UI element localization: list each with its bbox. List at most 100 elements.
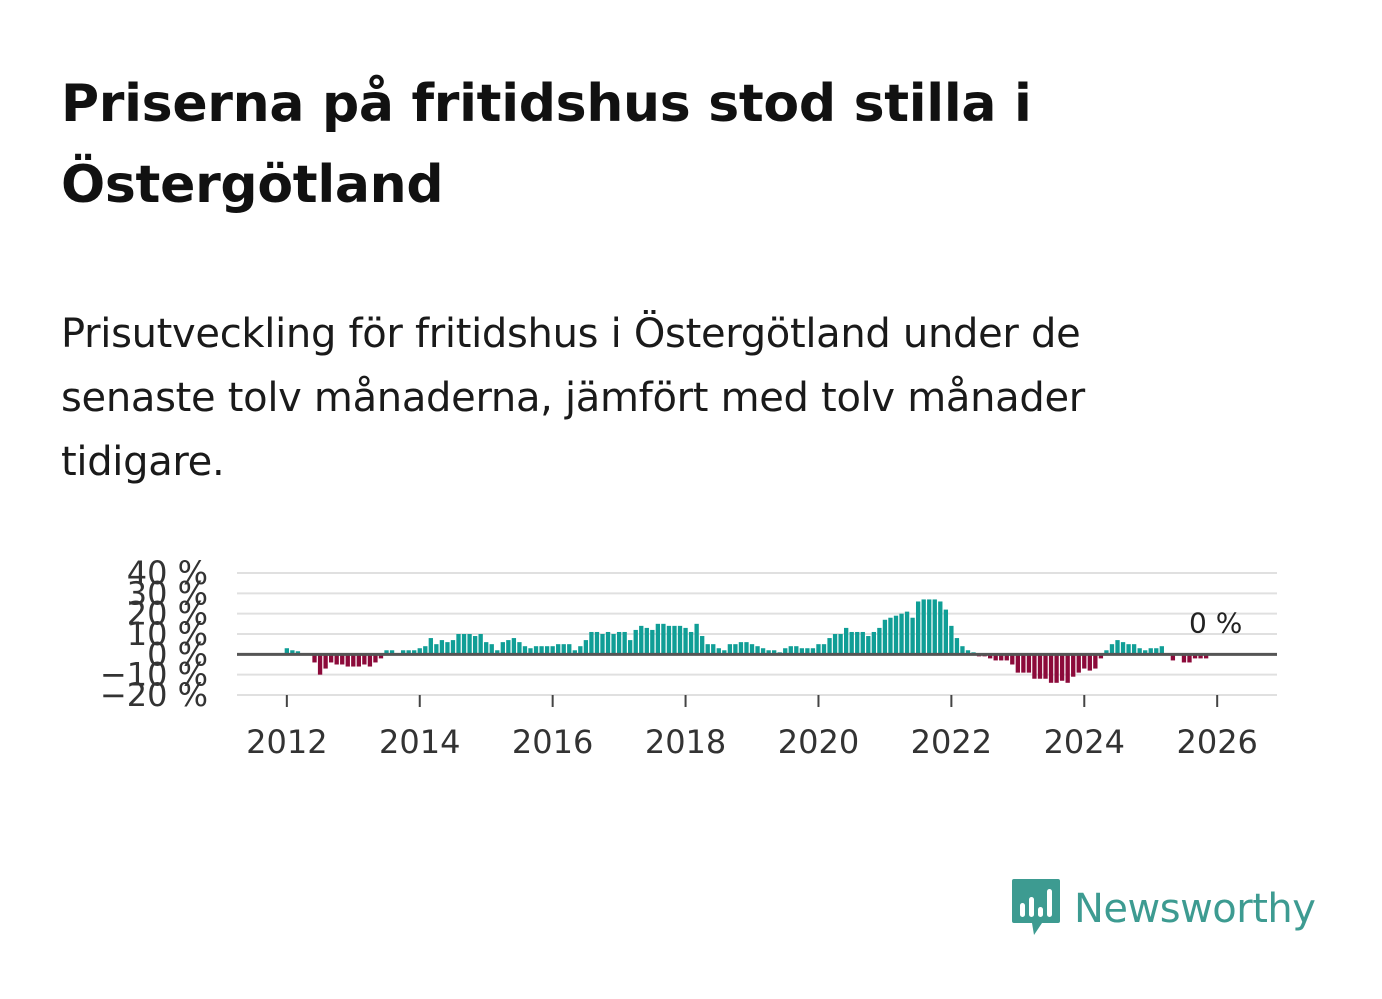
bar	[528, 648, 533, 655]
bar	[633, 629, 638, 655]
bar	[378, 654, 384, 659]
y-tick-label: 0 %	[147, 635, 208, 673]
bar	[832, 634, 838, 655]
bar	[578, 646, 583, 655]
bar	[412, 650, 417, 655]
bar	[495, 650, 500, 655]
bar	[472, 636, 478, 655]
bar	[705, 644, 710, 655]
newsworthy-brand[interactable]: Newsworthy	[1010, 878, 1316, 940]
bar	[628, 640, 633, 655]
bar	[915, 601, 921, 655]
bar	[688, 631, 694, 655]
bar	[362, 654, 367, 665]
bar	[738, 642, 744, 655]
bar	[1093, 654, 1098, 669]
bar	[927, 599, 932, 655]
bar	[589, 631, 594, 655]
y-tick-label: 20 %	[127, 595, 208, 633]
bar	[993, 654, 998, 661]
bar	[1054, 654, 1059, 683]
bar	[849, 631, 854, 655]
bar	[666, 625, 672, 655]
bar	[290, 650, 295, 655]
bar	[899, 613, 904, 655]
bar	[1059, 654, 1065, 681]
bar	[910, 617, 915, 655]
bar	[1181, 654, 1187, 663]
bars	[284, 599, 1209, 683]
bar	[511, 638, 517, 655]
bar	[1126, 644, 1131, 655]
bar	[965, 650, 971, 655]
bar	[821, 644, 827, 655]
bar	[1026, 654, 1032, 673]
bar	[345, 654, 350, 667]
bar	[694, 623, 699, 655]
bar	[1170, 654, 1176, 661]
bar	[1192, 654, 1198, 659]
bar	[677, 625, 683, 655]
bar	[556, 644, 561, 655]
bar	[866, 636, 871, 655]
bar	[943, 609, 948, 655]
bar-chart: −20 %−10 %0 %10 %20 %30 %40 % 2012 2014 20…	[100, 554, 1277, 761]
x-tick-label: 2016	[512, 723, 593, 761]
bar	[356, 654, 361, 667]
bar	[389, 650, 395, 655]
bar	[400, 650, 406, 655]
bar	[644, 627, 649, 655]
bar	[561, 644, 566, 655]
bar	[855, 631, 860, 655]
bar	[805, 648, 810, 655]
bar	[367, 654, 373, 667]
bar	[1098, 654, 1104, 659]
bar	[838, 634, 843, 655]
bar	[544, 646, 550, 655]
bar	[295, 651, 301, 655]
bar	[312, 654, 317, 663]
bar	[650, 629, 655, 655]
bar	[1131, 644, 1137, 655]
bar	[461, 634, 467, 655]
bar	[661, 623, 666, 655]
bar	[1109, 644, 1115, 655]
bar	[1120, 642, 1126, 655]
bar	[467, 634, 472, 655]
bar	[893, 615, 899, 655]
bar	[506, 640, 511, 655]
bar	[938, 601, 943, 655]
bar	[450, 640, 456, 655]
bar	[733, 644, 738, 655]
x-tick-label: 2024	[1044, 723, 1125, 761]
bar	[760, 648, 766, 655]
brand-name: Newsworthy	[1074, 886, 1316, 932]
bar	[794, 646, 799, 655]
bar	[434, 644, 439, 655]
bar	[334, 654, 339, 665]
bar	[616, 631, 622, 655]
bar	[1010, 654, 1015, 665]
bar	[522, 646, 528, 655]
bar	[700, 636, 705, 655]
gridlines	[237, 572, 1277, 696]
bar	[317, 654, 323, 675]
bar	[1115, 640, 1120, 655]
bar	[860, 631, 865, 655]
bar	[567, 644, 572, 655]
bar	[1032, 654, 1037, 679]
chart-subtitle: Prisutveckling för fritidshus i Östergöt…	[61, 311, 1085, 485]
bar	[1004, 654, 1009, 661]
x-tick-label: 2026	[1176, 723, 1257, 761]
bar	[284, 648, 289, 655]
y-tick-label: −20 %	[100, 676, 208, 714]
bar	[622, 631, 627, 655]
bar	[999, 654, 1004, 661]
x-tick-label: 2020	[778, 723, 859, 761]
bar	[1143, 650, 1148, 655]
bar	[1154, 648, 1159, 655]
x-axis: 2012 2014 2016 2018 2020 2022 2024 2026	[246, 695, 1258, 761]
bar	[788, 646, 793, 655]
bar	[445, 642, 450, 655]
bar	[1065, 654, 1070, 683]
